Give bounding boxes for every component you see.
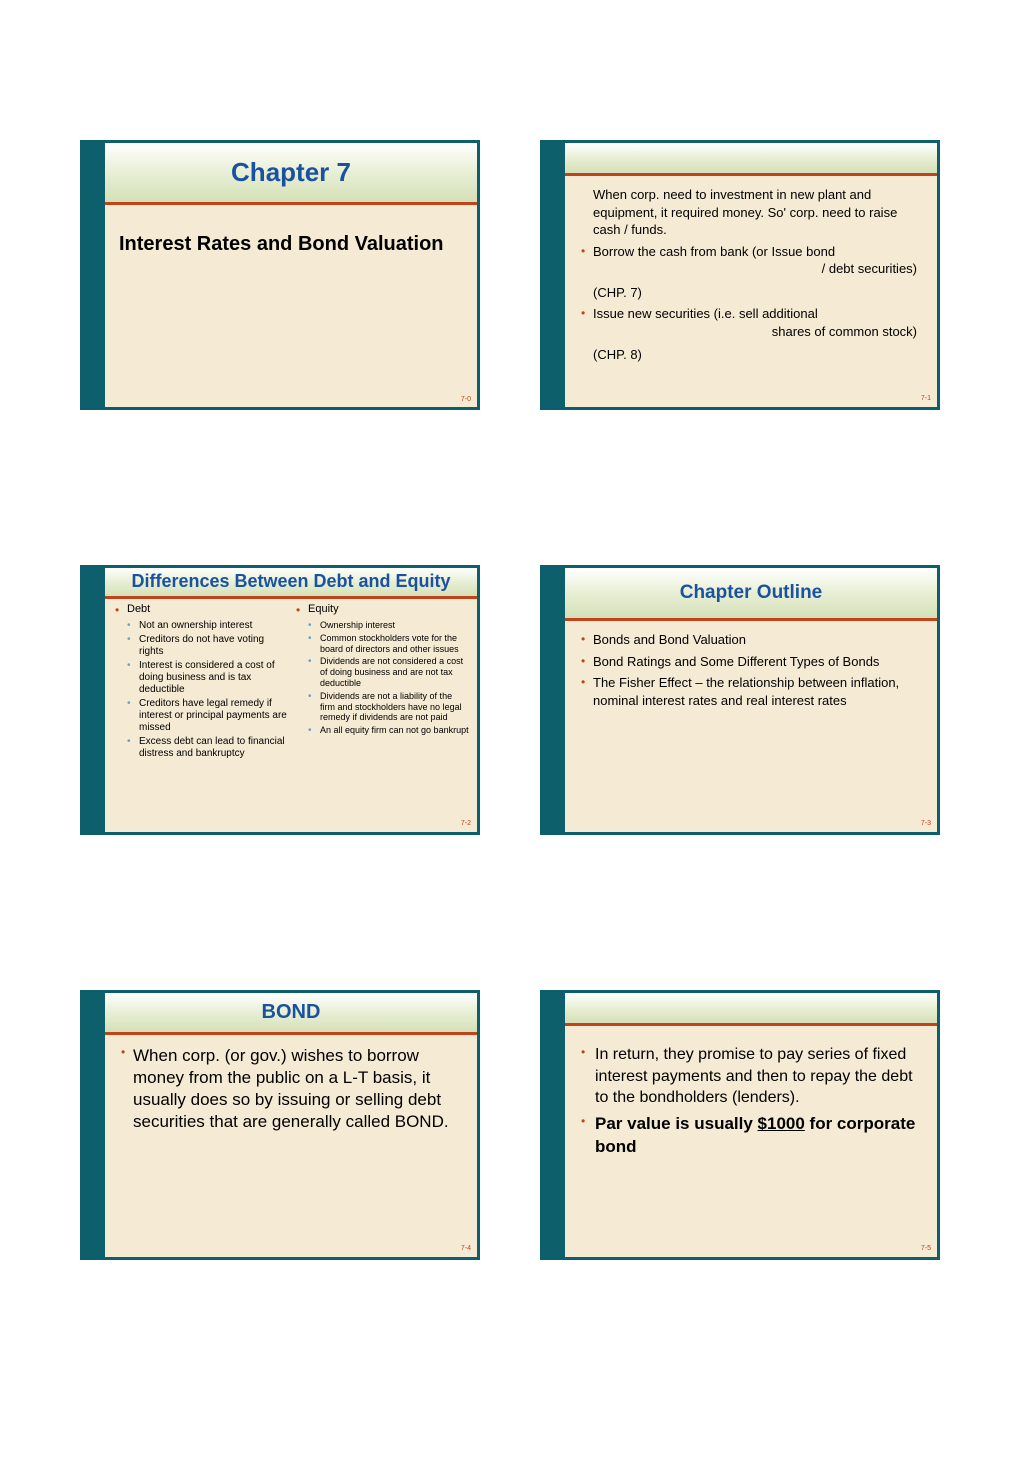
slide-titlebar: Differences Between Debt and Equity xyxy=(105,568,477,599)
bullet-text: Borrow the cash from bank (or Issue bond xyxy=(593,244,835,259)
slide-titlebar xyxy=(565,993,937,1026)
list-item: Ownership interest xyxy=(308,620,469,631)
chapter-ref: (CHP. 8) xyxy=(593,346,923,364)
slide-row: BOND When corp. (or gov.) wishes to borr… xyxy=(80,990,940,1260)
slide-sidebar xyxy=(83,143,105,407)
slide-title: BOND xyxy=(262,1001,321,1023)
list-item: Creditors have legal remedy if interest … xyxy=(127,698,288,734)
page-number: 7-5 xyxy=(921,1244,931,1253)
bullet-text-right: / debt securities) xyxy=(593,260,923,278)
page-number: 7-3 xyxy=(921,819,931,828)
slide-title: Chapter Outline xyxy=(680,582,823,603)
slide-row: Differences Between Debt and Equity Debt… xyxy=(80,565,940,835)
page-number: 7-1 xyxy=(921,394,931,403)
list-item: Not an ownership interest xyxy=(127,620,288,632)
column-head: Equity xyxy=(294,603,469,616)
slide-5: In return, they promise to pay series of… xyxy=(540,990,940,1260)
slide-sidebar xyxy=(83,993,105,1257)
equity-column: Equity Ownership interest Common stockho… xyxy=(294,603,469,762)
bullet-item: Par value is usually $1000 for corporate… xyxy=(579,1113,923,1159)
slide-4: BOND When corp. (or gov.) wishes to borr… xyxy=(80,990,480,1260)
slide-titlebar: BOND xyxy=(105,993,477,1035)
slide-sidebar xyxy=(543,993,565,1257)
chapter-ref: (CHP. 7) xyxy=(593,284,923,302)
list-item: An all equity firm can not go bankrupt xyxy=(308,725,469,736)
list-item: Bonds and Bond Valuation xyxy=(579,631,923,649)
list-item: Creditors do not have voting rights xyxy=(127,634,288,658)
page-number: 7-0 xyxy=(461,396,471,403)
page-number: 7-2 xyxy=(461,820,471,828)
bold-text: Par value is usually xyxy=(595,1114,758,1133)
slide-title: Differences Between Debt and Equity xyxy=(111,572,471,592)
list-item: Common stockholders vote for the board o… xyxy=(308,633,469,655)
list-item: Interest is considered a cost of doing b… xyxy=(127,660,288,696)
slide-titlebar xyxy=(565,143,937,176)
slide-row: Chapter 7 Interest Rates and Bond Valuat… xyxy=(80,140,940,410)
bullet-text: Issue new securities (i.e. sell addition… xyxy=(593,306,818,321)
slide-2: Differences Between Debt and Equity Debt… xyxy=(80,565,480,835)
underline-text: $1000 xyxy=(758,1114,805,1133)
slide-titlebar: Chapter Outline xyxy=(565,568,937,621)
slide-sidebar xyxy=(543,143,565,407)
slide-subtitle: Interest Rates and Bond Valuation xyxy=(119,231,463,258)
list-item: Dividends are not considered a cost of d… xyxy=(308,656,469,688)
list-item: Dividends are not a liability of the fir… xyxy=(308,691,469,723)
bullet-item: When corp. (or gov.) wishes to borrow mo… xyxy=(119,1045,463,1133)
slide-0: Chapter 7 Interest Rates and Bond Valuat… xyxy=(80,140,480,410)
slide-sidebar xyxy=(83,568,105,832)
bullet-item: Issue new securities (i.e. sell addition… xyxy=(579,305,923,364)
slide-1: When corp. need to investment in new pla… xyxy=(540,140,940,410)
bullet-text: When corp. (or gov.) wishes to borrow mo… xyxy=(133,1046,449,1131)
list-item: The Fisher Effect – the relationship bet… xyxy=(579,674,923,709)
bullet-text: In return, they promise to pay series of… xyxy=(595,1046,913,1106)
bullet-item: In return, they promise to pay series of… xyxy=(579,1044,923,1109)
list-item: Bond Ratings and Some Different Types of… xyxy=(579,653,923,671)
handout-page: Chapter 7 Interest Rates and Bond Valuat… xyxy=(0,0,1020,1360)
bullet-text-right: shares of common stock) xyxy=(593,323,923,341)
slide-3: Chapter Outline Bonds and Bond Valuation… xyxy=(540,565,940,835)
page-number: 7-4 xyxy=(461,1244,471,1253)
bullet-item: Borrow the cash from bank (or Issue bond… xyxy=(579,243,923,302)
intro-text: When corp. need to investment in new pla… xyxy=(579,186,923,239)
slide-titlebar: Chapter 7 xyxy=(105,143,477,205)
column-head: Debt xyxy=(113,603,288,616)
slide-title: Chapter 7 xyxy=(231,157,351,187)
list-item: Excess debt can lead to financial distre… xyxy=(127,736,288,760)
slide-sidebar xyxy=(543,568,565,832)
debt-column: Debt Not an ownership interest Creditors… xyxy=(113,603,288,762)
